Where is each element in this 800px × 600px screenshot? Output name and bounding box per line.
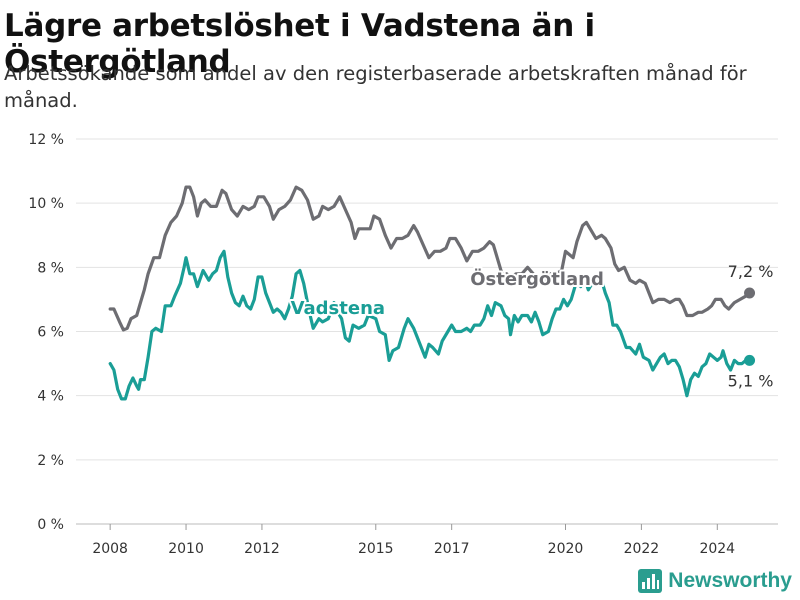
x-tick-label: 2017: [434, 541, 470, 557]
x-tick-label: 2022: [624, 541, 660, 557]
chart-title: Lägre arbetslöshet i Vadstena än i Öster…: [4, 8, 595, 80]
brand-name: Newsworthy: [668, 569, 792, 592]
y-tick-label: 4 %: [37, 389, 64, 405]
series-end-label: 7,2 %: [728, 262, 774, 281]
x-tick-label: 2008: [92, 541, 128, 557]
x-tick-label: 2020: [548, 541, 584, 557]
series-name-label: Östergötland: [470, 268, 604, 290]
y-tick-label: 10 %: [28, 196, 64, 212]
x-tick-label: 2012: [244, 541, 280, 557]
series-labels: 7,2 % 5,1 % Östergötland Vadstena: [289, 262, 774, 390]
series-lines: [108, 185, 756, 401]
y-tick-label: 0 %: [37, 517, 64, 533]
grid-lines: [76, 138, 778, 525]
y-tick-label: 8 %: [37, 260, 64, 276]
series-line-ostergotland: [108, 185, 752, 332]
series-end-point: [744, 287, 756, 299]
series-name-label: Vadstena: [291, 298, 385, 319]
bar-chart-icon: [638, 569, 663, 593]
x-tick-label: 2015: [358, 541, 394, 557]
y-axis: 0 % 2 % 4 % 6 % 8 % 10 % 12 %: [28, 132, 64, 533]
y-tick-label: 2 %: [37, 453, 64, 469]
brand-logo[interactable]: Newsworthy: [638, 568, 792, 594]
chart-subtitle: Arbetssökande som andel av den registerb…: [4, 62, 747, 112]
y-tick-label: 12 %: [28, 132, 64, 148]
x-tick-label: 2010: [168, 541, 204, 557]
x-tick-label: 2024: [699, 541, 735, 557]
series-end-label: 5,1 %: [728, 371, 774, 390]
y-tick-label: 6 %: [37, 325, 64, 341]
series-line-vadstena: [108, 249, 752, 401]
series-end-point: [744, 354, 756, 366]
x-axis: 2008 2010 2012 2015 2017 2020 2022 2024: [92, 524, 735, 557]
